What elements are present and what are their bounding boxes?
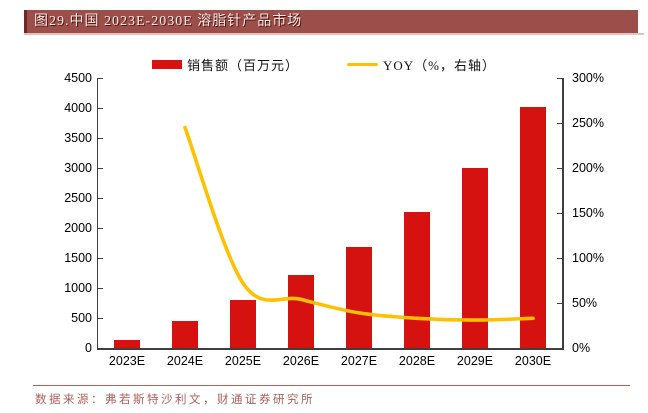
y-axis-left-tick bbox=[98, 287, 103, 289]
bar-2024E bbox=[172, 320, 198, 348]
y-axis-left-line bbox=[96, 78, 98, 349]
right-axis-tick-label: 100% bbox=[572, 251, 604, 265]
bar-2026E bbox=[288, 274, 314, 348]
y-axis-right-tick bbox=[557, 347, 562, 349]
y-axis-right-tick bbox=[557, 77, 562, 79]
left-axis-tick-label: 500 bbox=[71, 311, 92, 325]
y-axis-left-tick bbox=[98, 107, 103, 109]
y-axis-right-tick bbox=[557, 167, 562, 169]
y-axis-left-tick bbox=[98, 347, 103, 349]
y-axis-left-tick bbox=[98, 317, 103, 319]
title-underline bbox=[24, 33, 644, 35]
data-source-note: 数据来源：弗若斯特沙利文，财通证券研究所 bbox=[35, 394, 315, 406]
left-axis-tick-label: 0 bbox=[85, 341, 92, 355]
legend-bar-label: 销售额（百万元） bbox=[187, 58, 300, 73]
right-axis-tick-label: 200% bbox=[572, 161, 604, 175]
y-axis-left-tick bbox=[98, 77, 103, 79]
y-axis-left-tick bbox=[98, 167, 103, 169]
left-axis-tick-label: 4000 bbox=[64, 101, 92, 115]
x-axis-label-2024E: 2024E bbox=[166, 354, 204, 368]
right-axis-tick-label: 150% bbox=[572, 206, 604, 220]
x-axis-label-2023E: 2023E bbox=[108, 354, 146, 368]
bar-2025E bbox=[230, 299, 256, 348]
bar-2027E bbox=[346, 246, 372, 348]
left-axis-tick-label: 3000 bbox=[64, 161, 92, 175]
bar-2029E bbox=[462, 168, 488, 348]
left-axis-tick-label: 4500 bbox=[64, 71, 92, 85]
figure-title-bar: 图29.中国 2023E-2030E 溶脂针产品市场 bbox=[24, 10, 638, 33]
bar-2023E bbox=[114, 340, 140, 348]
y-axis-left-tick bbox=[98, 137, 103, 139]
figure-title: 图29.中国 2023E-2030E 溶脂针产品市场 bbox=[34, 14, 303, 29]
y-axis-left-tick bbox=[98, 257, 103, 259]
left-axis-tick-label: 1000 bbox=[64, 281, 92, 295]
y-axis-right-line bbox=[562, 78, 564, 349]
legend-line-swatch-icon bbox=[347, 63, 378, 67]
left-axis-tick-label: 2500 bbox=[64, 191, 92, 205]
x-axis-label-2030E: 2030E bbox=[514, 354, 552, 368]
left-axis-tick-label: 3500 bbox=[64, 131, 92, 145]
legend-bar-swatch-icon bbox=[152, 60, 182, 69]
x-axis-label-2026E: 2026E bbox=[282, 354, 320, 368]
x-axis-label-2028E: 2028E bbox=[398, 354, 436, 368]
y-axis-left-tick bbox=[98, 197, 103, 199]
left-axis-tick-label: 2000 bbox=[64, 221, 92, 235]
x-axis-label-2029E: 2029E bbox=[456, 354, 494, 368]
legend-line-label: YOY（%，右轴） bbox=[383, 58, 496, 73]
bar-2028E bbox=[404, 211, 430, 348]
y-axis-right-tick bbox=[557, 212, 562, 214]
y-axis-right-tick bbox=[557, 302, 562, 304]
right-axis-tick-label: 0% bbox=[572, 341, 591, 355]
footer-divider bbox=[33, 385, 630, 386]
x-axis-line bbox=[96, 347, 564, 350]
bar-2030E bbox=[520, 107, 546, 348]
x-axis-label-2025E: 2025E bbox=[224, 354, 262, 368]
y-axis-right-tick bbox=[557, 257, 562, 259]
left-axis-tick-label: 1500 bbox=[64, 251, 92, 265]
x-axis-label-2027E: 2027E bbox=[340, 354, 378, 368]
right-axis-tick-label: 50% bbox=[572, 296, 598, 310]
right-axis-tick-label: 250% bbox=[572, 116, 604, 130]
y-axis-right-tick bbox=[557, 122, 562, 124]
y-axis-left-tick bbox=[98, 227, 103, 229]
right-axis-tick-label: 300% bbox=[572, 71, 604, 85]
